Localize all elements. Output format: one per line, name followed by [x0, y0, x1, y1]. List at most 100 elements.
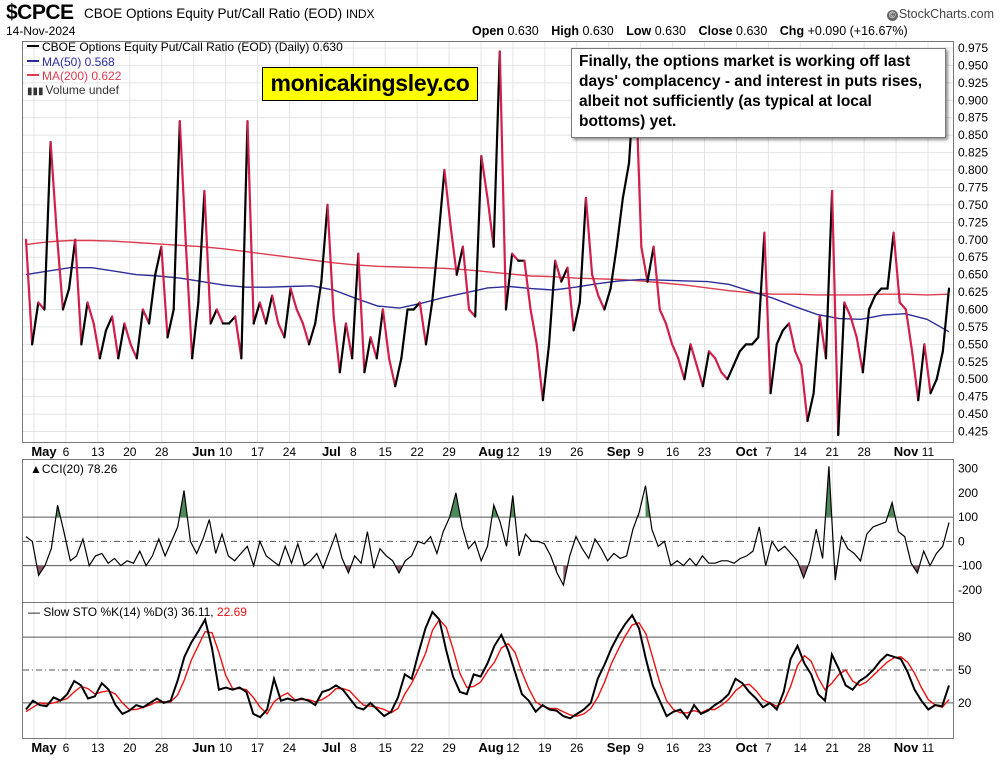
price-segment — [578, 196, 588, 304]
price-segment — [824, 189, 834, 360]
price-axis-tick: 0.950 — [958, 58, 988, 72]
sto-date-label: 26 — [570, 741, 584, 755]
price-axis-tick: 0.500 — [958, 372, 988, 386]
price-segment — [246, 120, 255, 325]
price-segment — [307, 322, 317, 346]
price-segment — [449, 224, 458, 276]
cci-overbought-fill — [825, 466, 832, 518]
price-segment — [874, 287, 883, 297]
legend-main: CBOE Options Equity Put/Call Ratio (EOD)… — [27, 40, 343, 54]
sto-date-label: 9 — [637, 741, 644, 755]
price-segment — [387, 357, 397, 388]
price-segment — [80, 301, 89, 346]
price-segment — [147, 273, 157, 325]
price-date-label: 13 — [91, 445, 105, 459]
price-segment — [757, 231, 766, 339]
price-segment — [369, 336, 378, 360]
price-date-label: 19 — [538, 445, 552, 459]
price-segment — [332, 315, 341, 374]
sto-date-label: Jul — [322, 740, 341, 755]
price-segment — [283, 287, 292, 339]
price-segment — [184, 245, 194, 360]
price-segment — [381, 308, 391, 360]
price-date-label: Oct — [736, 444, 758, 459]
price-segment — [258, 301, 268, 325]
price-segment — [98, 329, 108, 360]
price-segment — [92, 322, 101, 360]
price-segment — [344, 322, 354, 360]
price-date-label: Aug — [478, 444, 503, 459]
price-segment — [357, 252, 366, 374]
legend-ma200-swatch — [27, 74, 39, 76]
price-date-label: 16 — [666, 445, 680, 459]
price-axis-tick: 0.800 — [958, 163, 988, 177]
price-segment — [584, 196, 594, 276]
price-date-label: 17 — [251, 445, 265, 459]
price-segment — [843, 301, 852, 318]
price-segment — [418, 301, 428, 346]
price-segment — [566, 266, 575, 332]
price-segment — [658, 308, 668, 325]
price-segment — [154, 245, 163, 276]
cci-line — [25, 466, 950, 587]
sto-date-label: Nov — [894, 740, 919, 755]
sto-panel-frame — [22, 602, 954, 739]
price-axis-tick: 0.700 — [958, 233, 988, 247]
price-panel-frame — [22, 41, 954, 443]
price-segment — [787, 322, 797, 353]
price-segment — [24, 238, 34, 346]
ma200-line — [25, 239, 950, 296]
cci-axis-tick: 100 — [958, 510, 978, 524]
price-segment — [763, 231, 772, 395]
price-segment — [338, 322, 348, 374]
cci-axis-tick: 0 — [958, 534, 965, 548]
price-segment — [474, 154, 483, 318]
price-segment — [67, 238, 77, 290]
price-segment — [683, 343, 692, 381]
price-segment — [31, 301, 40, 346]
exchange-label: INDX — [345, 7, 375, 21]
price-segment — [910, 350, 920, 402]
price-axis-tick: 0.875 — [958, 111, 988, 125]
sto-axis-tick: 20 — [958, 696, 972, 710]
price-segment — [941, 287, 951, 353]
price-segment — [646, 245, 655, 283]
price-date-label: 22 — [410, 445, 424, 459]
sto-d-readout: 22.69 — [217, 605, 247, 619]
price-axis-tick: 0.900 — [958, 93, 988, 107]
price-segment — [240, 120, 249, 360]
line-layer — [24, 50, 951, 721]
price-axis-tick: 0.650 — [958, 268, 988, 282]
sto-label: — Slow STO %K(14) %D(3) 36.11, 22.69 — [28, 605, 247, 619]
price-date-label: 23 — [698, 445, 712, 459]
sto-date-label: 17 — [251, 741, 265, 755]
volume-bars-icon: ▮▮▮ — [27, 86, 44, 97]
price-date-label: 12 — [506, 445, 520, 459]
stockcharts-brand[interactable]: © StockCharts.com — [886, 7, 994, 21]
price-segment — [615, 196, 624, 248]
price-segment — [917, 343, 926, 402]
price-segment — [597, 294, 606, 311]
price-segment — [861, 308, 871, 374]
price-segment — [892, 231, 901, 304]
price-segment — [203, 189, 212, 325]
sto-date-label: 21 — [826, 741, 840, 755]
price-segment — [670, 343, 680, 360]
price-segment — [609, 245, 618, 290]
price-date-label: 29 — [442, 445, 456, 459]
price-segment — [172, 120, 181, 311]
cci-overbought-fill — [887, 502, 896, 518]
cci-oversold-fill — [799, 565, 809, 578]
price-date-label: 10 — [219, 445, 233, 459]
sto-date-label: 12 — [506, 741, 520, 755]
price-segment — [572, 301, 581, 332]
price-segment — [695, 364, 704, 388]
sto-d-line — [25, 618, 950, 717]
price-segment — [603, 287, 612, 311]
price-segment — [412, 301, 421, 311]
price-segment — [431, 238, 440, 304]
price-axis-tick: 0.825 — [958, 146, 988, 160]
price-segment — [652, 245, 661, 311]
annotation-box: Finally, the options market is working o… — [571, 48, 946, 138]
price-segment — [849, 315, 858, 339]
